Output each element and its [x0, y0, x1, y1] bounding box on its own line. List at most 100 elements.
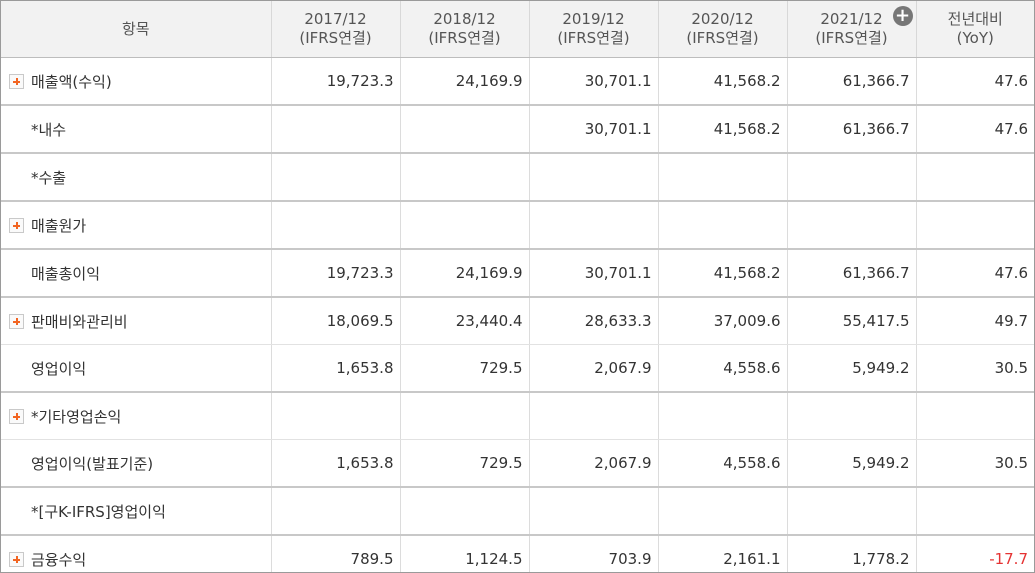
value-cell [658, 487, 788, 536]
expand-plus-icon[interactable] [9, 551, 24, 567]
value-cell: 789.5 [271, 535, 401, 572]
value-cell [529, 392, 659, 440]
table-header-row: 항목 2017/12 (IFRS연결) 2018/12 (IFRS연결) 201… [1, 1, 1034, 58]
row-label: *내수 [31, 120, 67, 139]
row-label: *수출 [31, 168, 67, 187]
value-cell [658, 153, 788, 202]
table-row: 영업이익(발표기준) 1,653.8 729.5 2,067.9 4,558.6 5,94… [1, 439, 1034, 488]
row-label: 금융수익 [31, 550, 87, 569]
plus-circle-icon[interactable]: + [892, 6, 913, 26]
period-year: 2019/12 [562, 10, 625, 28]
value-cell [400, 201, 530, 250]
row-label: 매출원가 [31, 216, 87, 235]
period-header-2021: 2021/12 (IFRS연결) + [787, 1, 917, 58]
value-cell [271, 487, 401, 536]
yoy-cell: 30.5 [916, 344, 1034, 393]
value-cell: 1,778.2 [787, 535, 917, 572]
table-row: *내수 30,701.1 41,568.2 61,366.7 47.6 [1, 105, 1034, 154]
expand-plus-icon[interactable] [9, 73, 24, 89]
value-cell [658, 392, 788, 440]
value-cell [787, 392, 917, 440]
yoy-cell: 47.6 [916, 105, 1034, 154]
item-column-header: 항목 [1, 1, 272, 58]
row-label-cell: *내수 [1, 105, 272, 154]
period-basis: (IFRS연결) [428, 29, 501, 47]
expand-plus-icon[interactable] [9, 313, 24, 329]
value-cell: 30,701.1 [529, 57, 659, 106]
value-cell: 61,366.7 [787, 105, 917, 154]
yoy-cell [916, 392, 1034, 440]
period-basis: (IFRS연결) [815, 29, 888, 47]
row-label: 영업이익 [31, 359, 87, 378]
value-cell: 24,169.9 [400, 57, 530, 106]
value-cell: 24,169.9 [400, 249, 530, 298]
yoy-cell: 47.6 [916, 57, 1034, 106]
table-row: 금융수익 789.5 1,124.5 703.9 2,161.1 1,778.2 -17.7 [1, 535, 1034, 572]
value-cell: 5,949.2 [787, 439, 917, 488]
value-cell: 5,949.2 [787, 344, 917, 393]
period-year: 2018/12 [433, 10, 496, 28]
row-label-cell: 영업이익 [1, 344, 272, 393]
value-cell: 19,723.3 [271, 57, 401, 106]
table-row: 영업이익 1,653.8 729.5 2,067.9 4,558.6 5,949.2 30.… [1, 344, 1034, 393]
row-label: *기타영업손익 [31, 407, 122, 426]
value-cell [529, 153, 659, 202]
value-cell: 19,723.3 [271, 249, 401, 298]
value-cell: 30,701.1 [529, 105, 659, 154]
row-label-cell: 금융수익 [1, 535, 272, 572]
yoy-cell: -17.7 [916, 535, 1034, 572]
item-header-label: 항목 [121, 19, 150, 38]
period-year: 2017/12 [304, 10, 367, 28]
value-cell [787, 487, 917, 536]
value-cell: 37,009.6 [658, 297, 788, 345]
table-row: 매출원가 [1, 201, 1034, 250]
yoy-cell: 49.7 [916, 297, 1034, 345]
value-cell: 61,366.7 [787, 57, 917, 106]
expand-plus-icon[interactable] [9, 217, 24, 233]
value-cell: 61,366.7 [787, 249, 917, 298]
yoy-cell: 47.6 [916, 249, 1034, 298]
value-cell: 28,633.3 [529, 297, 659, 345]
value-cell [271, 392, 401, 440]
value-cell [400, 392, 530, 440]
value-cell: 41,568.2 [658, 105, 788, 154]
yoy-cell: 30.5 [916, 439, 1034, 488]
row-label-cell: 매출원가 [1, 201, 272, 250]
value-cell: 55,417.5 [787, 297, 917, 345]
value-cell: 2,067.9 [529, 439, 659, 488]
row-label-cell: 매출액(수익) [1, 57, 272, 106]
value-cell [787, 153, 917, 202]
row-label-cell: 매출총이익 [1, 249, 272, 298]
row-label-cell: 판매비와관리비 [1, 297, 272, 345]
period-header-2020: 2020/12 (IFRS연결) [658, 1, 788, 58]
value-cell: 23,440.4 [400, 297, 530, 345]
period-basis: (IFRS연결) [299, 29, 372, 47]
yoy-cell [916, 487, 1034, 536]
table-row: 판매비와관리비 18,069.5 23,440.4 28,633.3 37,009.6 5… [1, 297, 1034, 345]
row-label-cell: *[구K-IFRS]영업이익 [1, 487, 272, 536]
table-row: *기타영업손익 [1, 392, 1034, 440]
value-cell: 18,069.5 [271, 297, 401, 345]
value-cell: 30,701.1 [529, 249, 659, 298]
value-cell [271, 105, 401, 154]
value-cell: 2,067.9 [529, 344, 659, 393]
value-cell: 1,653.8 [271, 439, 401, 488]
value-cell: 703.9 [529, 535, 659, 572]
value-cell: 729.5 [400, 439, 530, 488]
row-label-cell: *기타영업손익 [1, 392, 272, 440]
table-row: *[구K-IFRS]영업이익 [1, 487, 1034, 536]
table-row: *수출 [1, 153, 1034, 202]
period-basis: (IFRS연결) [557, 29, 630, 47]
period-basis: (IFRS연결) [686, 29, 759, 47]
row-label: 영업이익(발표기준) [31, 454, 154, 473]
expand-plus-icon[interactable] [9, 408, 24, 424]
yoy-header-line1: 전년대비 [947, 10, 1003, 28]
value-cell: 729.5 [400, 344, 530, 393]
value-cell: 2,161.1 [658, 535, 788, 572]
row-label: 매출액(수익) [31, 72, 112, 91]
value-cell: 4,558.6 [658, 439, 788, 488]
yoy-cell [916, 153, 1034, 202]
row-label-cell: 영업이익(발표기준) [1, 439, 272, 488]
